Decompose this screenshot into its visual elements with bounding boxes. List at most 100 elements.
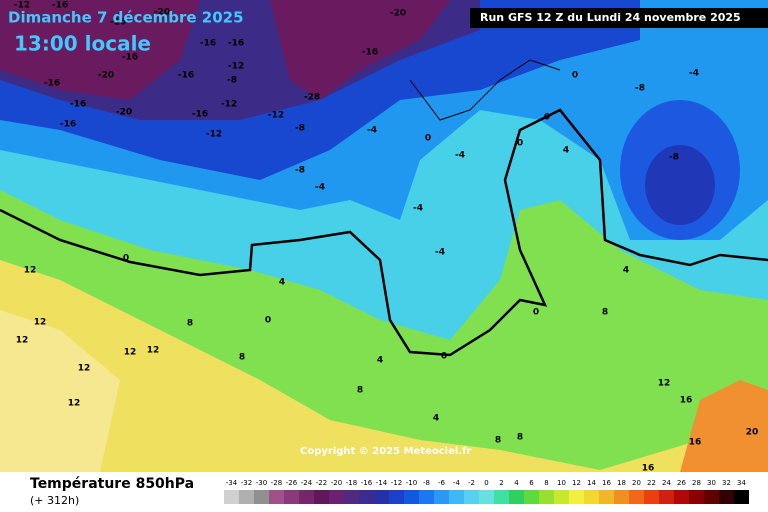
contour-label: 12 bbox=[68, 399, 81, 409]
contour-label: -12 bbox=[228, 62, 244, 72]
contour-label: -16 bbox=[178, 71, 194, 81]
scale-label: -22 bbox=[316, 479, 327, 487]
scale-swatch bbox=[329, 490, 344, 504]
scale-label: -34 bbox=[226, 479, 238, 487]
run-label: Run GFS 12 Z du Lundi 24 novembre 2025 bbox=[480, 11, 741, 24]
contour-label: 16 bbox=[680, 396, 693, 406]
scale-swatch bbox=[539, 490, 554, 504]
scale-label: -10 bbox=[406, 479, 417, 487]
contour-label: 8 bbox=[239, 353, 245, 363]
contour-label: -16 bbox=[60, 120, 76, 130]
contour-label: -8 bbox=[669, 153, 679, 163]
scale-swatch bbox=[584, 490, 599, 504]
scale-swatch bbox=[314, 490, 329, 504]
legend-subtitle: (+ 312h) bbox=[30, 494, 79, 507]
contour-label: 0 bbox=[544, 113, 550, 123]
contour-label: -16 bbox=[200, 39, 216, 49]
contour-label: 4 bbox=[377, 356, 383, 366]
scale-swatch bbox=[704, 490, 719, 504]
scale-swatch bbox=[299, 490, 314, 504]
contour-label: -12 bbox=[206, 130, 222, 140]
scale-swatch bbox=[674, 490, 689, 504]
contour-label: 8 bbox=[602, 308, 608, 318]
contour-label: 0 bbox=[123, 254, 129, 264]
scale-label: 2 bbox=[499, 479, 503, 487]
contour-label: -16 bbox=[44, 79, 60, 89]
scale-label: 30 bbox=[707, 479, 716, 487]
contour-label: 8 bbox=[517, 433, 523, 443]
time-label: 13:00 locale bbox=[14, 32, 151, 56]
scale-swatch bbox=[719, 490, 734, 504]
contour-label: -8 bbox=[295, 166, 305, 176]
contour-label: 16 bbox=[689, 438, 702, 448]
scale-swatch bbox=[644, 490, 659, 504]
contour-label: 0 bbox=[517, 139, 523, 149]
contour-label: 12 bbox=[34, 318, 47, 328]
scale-swatch bbox=[509, 490, 524, 504]
contour-label: 16 bbox=[642, 464, 655, 474]
scale-label: 28 bbox=[692, 479, 701, 487]
contour-label: 20 bbox=[746, 428, 759, 438]
scale-label: 8 bbox=[544, 479, 548, 487]
contour-label: 0 bbox=[572, 71, 578, 81]
scale-swatch bbox=[404, 490, 419, 504]
scale-swatch bbox=[494, 490, 509, 504]
contour-label: -4 bbox=[367, 126, 377, 136]
scale-label: 24 bbox=[662, 479, 671, 487]
contour-label: 8 bbox=[357, 386, 363, 396]
scale-swatch bbox=[479, 490, 494, 504]
scale-label: -8 bbox=[423, 479, 430, 487]
contour-label: -16 bbox=[228, 39, 244, 49]
contour-label: 12 bbox=[658, 379, 671, 389]
contour-label: 4 bbox=[623, 266, 629, 276]
scale-swatch bbox=[389, 490, 404, 504]
scale-label: -26 bbox=[286, 479, 298, 487]
scale-swatch bbox=[629, 490, 644, 504]
contour-label: 4 bbox=[563, 146, 569, 156]
scale-label: 26 bbox=[677, 479, 686, 487]
contour-label: 4 bbox=[279, 278, 285, 288]
scale-swatch bbox=[224, 490, 239, 504]
contour-label: 12 bbox=[16, 336, 29, 346]
contour-label: -20 bbox=[116, 108, 132, 118]
date-label: Dimanche 7 décembre 2025 bbox=[8, 9, 244, 27]
contour-label: -4 bbox=[315, 183, 325, 193]
contour-label: 0 bbox=[265, 316, 271, 326]
scale-swatch bbox=[599, 490, 614, 504]
scale-swatch bbox=[374, 490, 389, 504]
contour-label: -16 bbox=[110, 18, 126, 28]
contour-label: -20 bbox=[390, 9, 406, 19]
contour-label: -20 bbox=[154, 8, 170, 18]
scale-label: 20 bbox=[632, 479, 641, 487]
contour-label: 8 bbox=[495, 436, 501, 446]
scale-label: 0 bbox=[484, 479, 488, 487]
scale-label: -16 bbox=[361, 479, 373, 487]
contour-label: 12 bbox=[124, 348, 137, 358]
contour-label: -4 bbox=[455, 151, 465, 161]
contour-label: -8 bbox=[227, 76, 237, 86]
scale-label: 18 bbox=[617, 479, 626, 487]
scale-label: 4 bbox=[514, 479, 519, 487]
contour-label: 8 bbox=[187, 319, 193, 329]
scale-label: -14 bbox=[376, 479, 388, 487]
contour-label: -16 bbox=[52, 1, 68, 11]
scale-label: 10 bbox=[557, 479, 566, 487]
contour-label: 4 bbox=[433, 414, 439, 424]
contour-label: -12 bbox=[221, 100, 237, 110]
scale-label: 34 bbox=[737, 479, 746, 487]
scale-label: -4 bbox=[453, 479, 461, 487]
contour-label: 0 bbox=[533, 308, 539, 318]
contour-label: 12 bbox=[78, 364, 91, 374]
contour-label: -16 bbox=[122, 53, 138, 63]
contour-label: 12 bbox=[147, 346, 160, 356]
scale-swatch bbox=[464, 490, 479, 504]
contour-label: 12 bbox=[24, 266, 37, 276]
scale-label: -2 bbox=[468, 479, 475, 487]
contour-label: -4 bbox=[435, 248, 445, 258]
scale-swatch bbox=[659, 490, 674, 504]
scale-label: -18 bbox=[346, 479, 357, 487]
scale-label: -32 bbox=[241, 479, 252, 487]
scale-label: -12 bbox=[391, 479, 402, 487]
scale-swatch bbox=[449, 490, 464, 504]
contour-label: -8 bbox=[295, 124, 305, 134]
